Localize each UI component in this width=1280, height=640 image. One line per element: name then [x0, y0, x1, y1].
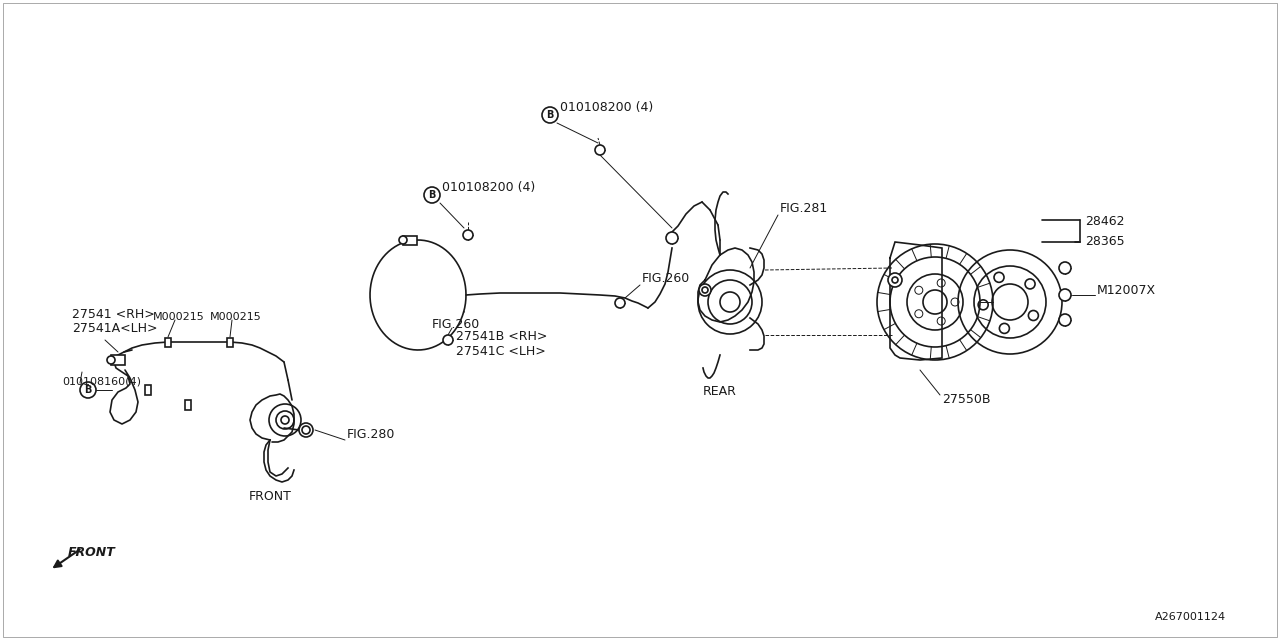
Text: 010108200 (4): 010108200 (4) [442, 182, 535, 195]
Bar [111, 355, 125, 365]
Text: FIG.260: FIG.260 [643, 271, 690, 285]
Text: FRONT: FRONT [248, 490, 292, 503]
Circle shape [666, 232, 678, 244]
Circle shape [302, 426, 310, 434]
Circle shape [1059, 262, 1071, 274]
Text: 28365: 28365 [1085, 235, 1125, 248]
Circle shape [541, 107, 558, 123]
Text: 27541B <RH>: 27541B <RH> [456, 330, 548, 343]
Text: FRONT: FRONT [68, 545, 115, 559]
Text: 27541C <LH>: 27541C <LH> [456, 345, 545, 358]
Text: 27550B: 27550B [942, 393, 991, 406]
Bar [227, 337, 233, 346]
Circle shape [108, 356, 115, 364]
Text: M000215: M000215 [210, 312, 261, 322]
Text: A267001124: A267001124 [1155, 612, 1226, 622]
Text: 28462: 28462 [1085, 215, 1125, 228]
Bar [145, 385, 151, 395]
Text: FIG.281: FIG.281 [780, 202, 828, 214]
Text: B: B [547, 110, 554, 120]
Circle shape [424, 187, 440, 203]
Circle shape [300, 423, 314, 437]
Text: M12007X: M12007X [1097, 284, 1156, 296]
Bar [186, 400, 191, 410]
Text: FIG.280: FIG.280 [347, 429, 396, 442]
Circle shape [888, 273, 902, 287]
Bar [403, 236, 417, 244]
Circle shape [614, 298, 625, 308]
Circle shape [443, 335, 453, 345]
Circle shape [595, 145, 605, 155]
Text: 010108160(4): 010108160(4) [61, 376, 141, 386]
Circle shape [399, 236, 407, 244]
Text: B: B [429, 190, 435, 200]
Text: 27541 <RH>: 27541 <RH> [72, 308, 155, 321]
Bar [165, 337, 172, 346]
Text: B: B [84, 385, 92, 395]
Text: 27541A<LH>: 27541A<LH> [72, 322, 157, 335]
Circle shape [699, 284, 710, 296]
Circle shape [1059, 289, 1071, 301]
Circle shape [892, 277, 899, 283]
Circle shape [463, 230, 474, 240]
Circle shape [1059, 314, 1071, 326]
Text: FIG.260: FIG.260 [433, 318, 480, 331]
Text: 010108200 (4): 010108200 (4) [561, 102, 653, 115]
Circle shape [79, 382, 96, 398]
Text: REAR: REAR [703, 385, 737, 398]
Circle shape [701, 287, 708, 293]
Text: M000215: M000215 [154, 312, 205, 322]
